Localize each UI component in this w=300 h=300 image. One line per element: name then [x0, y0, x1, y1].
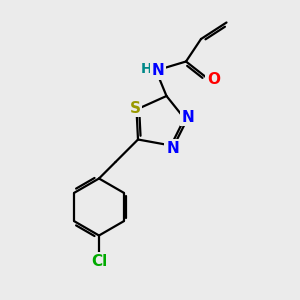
Text: N: N: [166, 141, 179, 156]
Text: S: S: [130, 100, 140, 116]
Text: N: N: [152, 63, 165, 78]
Text: O: O: [207, 72, 220, 87]
Text: Cl: Cl: [91, 254, 107, 268]
Text: N: N: [182, 110, 194, 124]
Text: H: H: [141, 62, 153, 76]
